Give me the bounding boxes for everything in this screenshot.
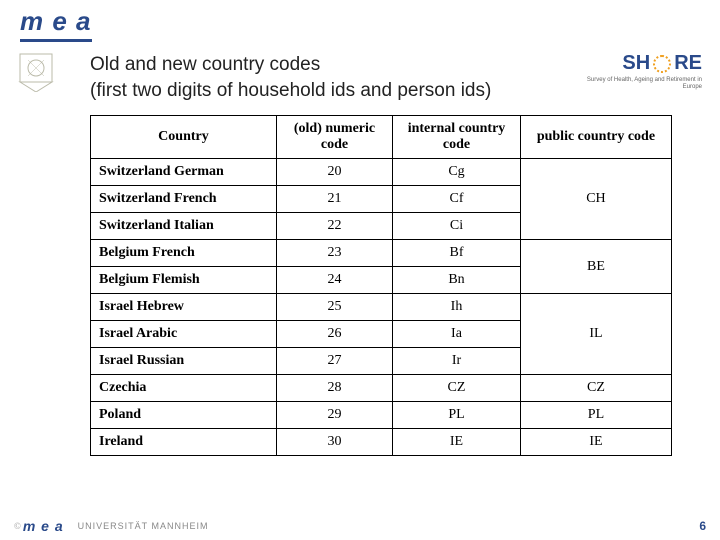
cell-public-code: PL bbox=[520, 402, 671, 429]
cell-public-code: CZ bbox=[520, 375, 671, 402]
share-circle-icon bbox=[653, 55, 671, 73]
slide-title: Old and new country codes (first two dig… bbox=[90, 52, 572, 103]
cell-internal-code: Cf bbox=[393, 186, 521, 213]
cell-country: Czechia bbox=[91, 375, 277, 402]
share-logo: SH RE Survey of Health, Ageing and Retir… bbox=[572, 52, 702, 90]
cell-country: Poland bbox=[91, 402, 277, 429]
cell-internal-code: Ih bbox=[393, 294, 521, 321]
cell-old-code: 25 bbox=[276, 294, 392, 321]
title-line1: Old and new country codes bbox=[90, 54, 320, 75]
cell-country: Switzerland Italian bbox=[91, 213, 277, 240]
cell-internal-code: CZ bbox=[393, 375, 521, 402]
page-number: 6 bbox=[699, 519, 706, 533]
cell-old-code: 27 bbox=[276, 348, 392, 375]
th-public: public country code bbox=[520, 116, 671, 159]
cell-country: Switzerland French bbox=[91, 186, 277, 213]
university-name: UNIVERSITÄT MANNHEIM bbox=[78, 521, 209, 531]
cell-old-code: 22 bbox=[276, 213, 392, 240]
cell-country: Israel Russian bbox=[91, 348, 277, 375]
cell-country: Ireland bbox=[91, 429, 277, 456]
cell-old-code: 20 bbox=[276, 159, 392, 186]
table-row: Poland29PLPL bbox=[91, 402, 672, 429]
copyright-symbol: © bbox=[14, 521, 21, 531]
title-line2: (first two digits of household ids and p… bbox=[90, 80, 491, 101]
country-codes-table: Country (old) numeric code internal coun… bbox=[90, 115, 672, 456]
cell-internal-code: Ir bbox=[393, 348, 521, 375]
cell-old-code: 23 bbox=[276, 240, 392, 267]
table-row: Ireland30IEIE bbox=[91, 429, 672, 456]
share-brand-text2: RE bbox=[674, 52, 702, 75]
cell-internal-code: Ia bbox=[393, 321, 521, 348]
cell-internal-code: Ci bbox=[393, 213, 521, 240]
table-row: Israel Hebrew25IhIL bbox=[91, 294, 672, 321]
cell-old-code: 28 bbox=[276, 375, 392, 402]
th-internal: internal country code bbox=[393, 116, 521, 159]
mea-footer-logo: m e a bbox=[23, 518, 64, 534]
cell-internal-code: PL bbox=[393, 402, 521, 429]
cell-old-code: 26 bbox=[276, 321, 392, 348]
cell-old-code: 29 bbox=[276, 402, 392, 429]
share-brand-text: SH bbox=[622, 52, 650, 75]
cell-old-code: 21 bbox=[276, 186, 392, 213]
cell-internal-code: IE bbox=[393, 429, 521, 456]
cell-country: Israel Arabic bbox=[91, 321, 277, 348]
table-row: Czechia28CZCZ bbox=[91, 375, 672, 402]
cell-public-code: BE bbox=[520, 240, 671, 294]
th-country: Country bbox=[91, 116, 277, 159]
cell-public-code: IE bbox=[520, 429, 671, 456]
cell-internal-code: Bf bbox=[393, 240, 521, 267]
cell-country: Switzerland German bbox=[91, 159, 277, 186]
cell-country: Belgium Flemish bbox=[91, 267, 277, 294]
cell-old-code: 24 bbox=[276, 267, 392, 294]
cell-public-code: CH bbox=[520, 159, 671, 240]
cell-country: Belgium French bbox=[91, 240, 277, 267]
th-old: (old) numeric code bbox=[276, 116, 392, 159]
crest-icon bbox=[18, 52, 54, 92]
table-row: Belgium French23BfBE bbox=[91, 240, 672, 267]
share-subtitle: Survey of Health, Ageing and Retirement … bbox=[572, 77, 702, 90]
cell-internal-code: Bn bbox=[393, 267, 521, 294]
mea-logo: m e a bbox=[20, 6, 92, 42]
cell-public-code: IL bbox=[520, 294, 671, 375]
cell-old-code: 30 bbox=[276, 429, 392, 456]
table-row: Switzerland German20CgCH bbox=[91, 159, 672, 186]
cell-country: Israel Hebrew bbox=[91, 294, 277, 321]
cell-internal-code: Cg bbox=[393, 159, 521, 186]
